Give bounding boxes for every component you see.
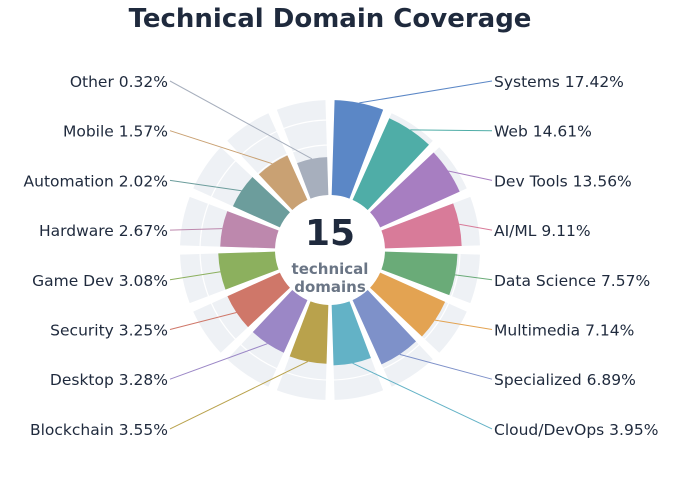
bar-game-dev	[218, 251, 279, 290]
leader-line	[459, 223, 493, 231]
grid-ring	[249, 169, 411, 331]
leader-line	[169, 80, 313, 160]
bar-blockchain	[289, 301, 329, 364]
center-label-line1: technical	[292, 260, 369, 278]
leader-line	[352, 362, 493, 430]
leader-line	[359, 80, 493, 104]
bar-other	[297, 157, 329, 199]
leader-line	[169, 343, 268, 380]
center-count: 15	[305, 213, 355, 254]
label-automation: Automation 2.02%	[24, 172, 168, 190]
label-game-dev: Game Dev 3.08%	[32, 272, 168, 290]
bar-dev-tools	[370, 152, 460, 228]
label-blockchain: Blockchain 3.55%	[30, 421, 168, 439]
leader-line	[169, 271, 221, 281]
label-dev-tools: Dev Tools 13.56%	[494, 172, 632, 190]
bar-data-science	[381, 251, 458, 296]
labels-group: Systems 17.42% Web 14.61% Dev Tools 13.56%…	[24, 73, 659, 439]
chart-title: Technical Domain Coverage	[129, 4, 532, 34]
bar-ai-ml	[381, 203, 462, 249]
bar-security	[227, 272, 290, 328]
label-mobile: Mobile 1.57%	[63, 123, 168, 141]
leader-line	[455, 274, 493, 281]
label-cloud-devops: Cloud/DevOps 3.95%	[494, 421, 658, 439]
center-badge: 15 technical domains	[277, 197, 383, 303]
bar-automation	[232, 177, 290, 228]
label-data-science: Data Science 7.57%	[494, 272, 650, 290]
bar-specialized	[352, 290, 416, 365]
bar-systems	[331, 100, 384, 199]
label-other: Other 0.32%	[70, 73, 168, 91]
grid-ring	[224, 144, 436, 356]
bar-desktop	[252, 290, 308, 353]
bar-cloud-devops	[331, 301, 371, 366]
label-security: Security 3.25%	[50, 322, 168, 340]
label-web: Web 14.61%	[494, 123, 592, 141]
leader-line	[169, 130, 273, 165]
leader-line	[169, 179, 242, 192]
label-multimedia: Multimedia 7.14%	[494, 322, 634, 340]
leader-line	[410, 129, 493, 132]
center-circle	[277, 197, 383, 303]
bar-multimedia	[370, 272, 446, 337]
leader-line	[448, 170, 493, 181]
bars-group	[218, 100, 462, 366]
bar-web	[352, 118, 429, 210]
leader-lines-group	[169, 80, 493, 430]
label-desktop: Desktop 3.28%	[50, 371, 168, 389]
leader-line	[399, 353, 493, 380]
label-specialized: Specialized 6.89%	[494, 371, 636, 389]
bar-hardware	[220, 211, 279, 249]
leader-line	[169, 228, 223, 231]
leader-line	[434, 319, 493, 330]
leader-line	[169, 361, 309, 430]
label-systems: Systems 17.42%	[494, 73, 624, 91]
label-ai-ml: AI/ML 9.11%	[494, 222, 591, 240]
grid-ring	[199, 119, 461, 381]
center-label-line2: domains	[294, 278, 366, 296]
bar-mobile	[258, 155, 308, 210]
label-hardware: Hardware 2.67%	[39, 222, 168, 240]
leader-line	[169, 312, 237, 330]
